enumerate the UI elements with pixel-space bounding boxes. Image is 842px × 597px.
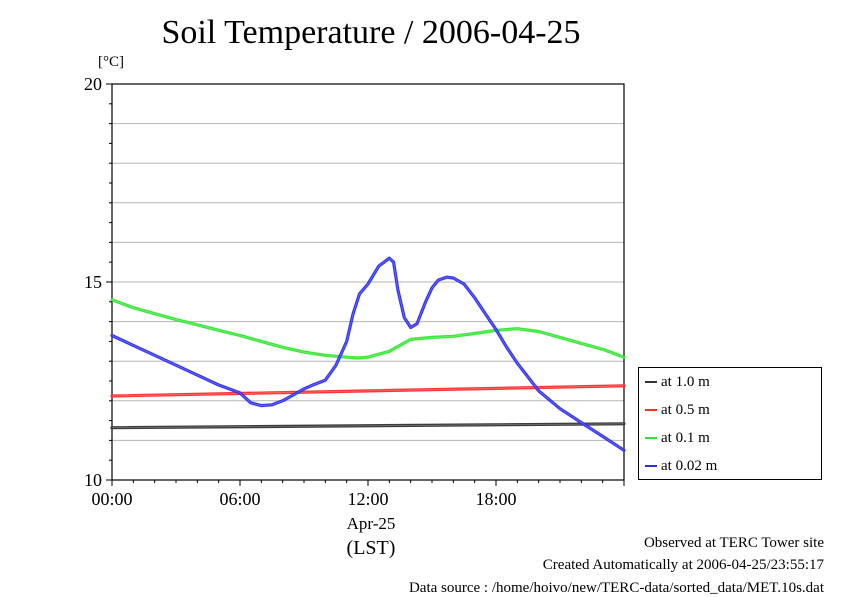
legend-swatch: [645, 436, 657, 439]
series-line: [110, 298, 626, 360]
series-line: [110, 384, 626, 398]
x-tick-label: 06:00: [219, 489, 260, 509]
legend-item-0-5m: at 0.5 m: [645, 400, 710, 420]
x-date-label: Apr-25: [346, 514, 396, 533]
x-tick-label: 18:00: [475, 489, 516, 509]
legend-label: at 0.5 m: [661, 402, 710, 418]
legend-label: at 0.1 m: [661, 430, 710, 446]
footer-created: Created Automatically at 2006-04-25/23:5…: [542, 557, 824, 573]
series-highlight: [111, 423, 625, 429]
y-tick-label: 15: [84, 272, 102, 292]
legend-label: at 1.0 m: [661, 374, 710, 390]
plot-frame: [111, 83, 625, 481]
legend-item-0-02m: at 0.02 m: [645, 456, 717, 476]
legend-item-1-0m: at 1.0 m: [645, 372, 710, 392]
y-tick-label: 20: [84, 74, 102, 94]
x-tick-label: 00:00: [91, 489, 132, 509]
legend: at 1.0 m at 0.5 m at 0.1 m at 0.02 m: [638, 367, 822, 480]
legend-swatch: [645, 464, 657, 467]
chart-title: Soil Temperature / 2006-04-25: [161, 14, 581, 51]
legend-swatch: [645, 380, 657, 383]
y-tick-label: 10: [84, 470, 102, 490]
legend-item-0-1m: at 0.1 m: [645, 428, 710, 448]
series-highlight: [111, 385, 625, 397]
series-line: [110, 422, 626, 430]
x-tick-label: 12:00: [347, 489, 388, 509]
x-axis-label: (LST): [346, 537, 396, 559]
legend-swatch: [645, 408, 657, 411]
footer-observed: Observed at TERC Tower site: [643, 535, 824, 551]
legend-label: at 0.02 m: [661, 458, 718, 474]
footer-source: Data source : /home/hoivo/new/TERC-data/…: [408, 580, 824, 596]
y-unit-label: [°C]: [98, 54, 124, 70]
series-highlight: [111, 299, 625, 359]
series-line: [110, 256, 626, 452]
series-highlight: [111, 257, 625, 451]
